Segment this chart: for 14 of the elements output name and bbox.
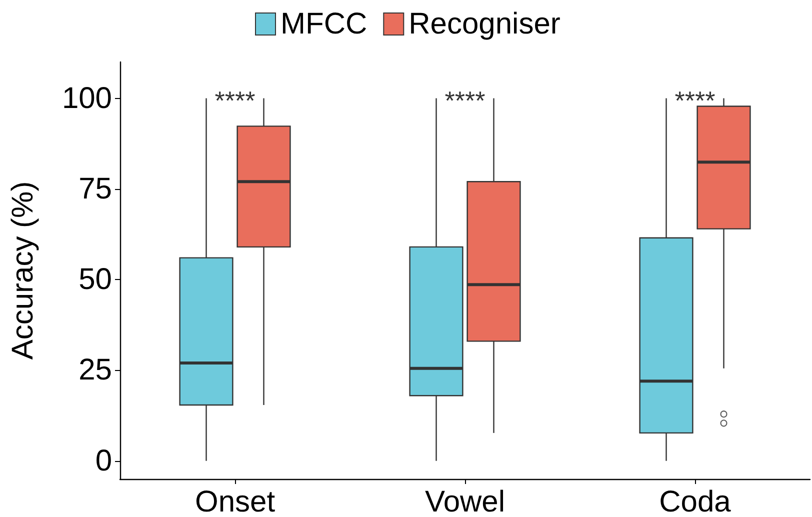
annotation: **** — [214, 85, 256, 116]
y-axis-title: Accuracy (%) — [6, 181, 40, 360]
y-tick-label: 100 — [62, 82, 112, 115]
y-tick-label: 25 — [78, 354, 112, 387]
y-tick-label: 0 — [95, 444, 112, 478]
annotation: **** — [444, 85, 486, 116]
x-tick-label: Onset — [194, 486, 276, 517]
x-tick-label: Vowel — [424, 486, 506, 517]
annotation: **** — [674, 85, 716, 116]
legend-label: Recogniser — [408, 8, 560, 40]
legend-label: MFCC — [280, 8, 368, 40]
x-tick-label: Coda — [659, 486, 732, 517]
y-tick-label: 75 — [78, 172, 112, 206]
y-tick-label: 50 — [78, 263, 112, 296]
